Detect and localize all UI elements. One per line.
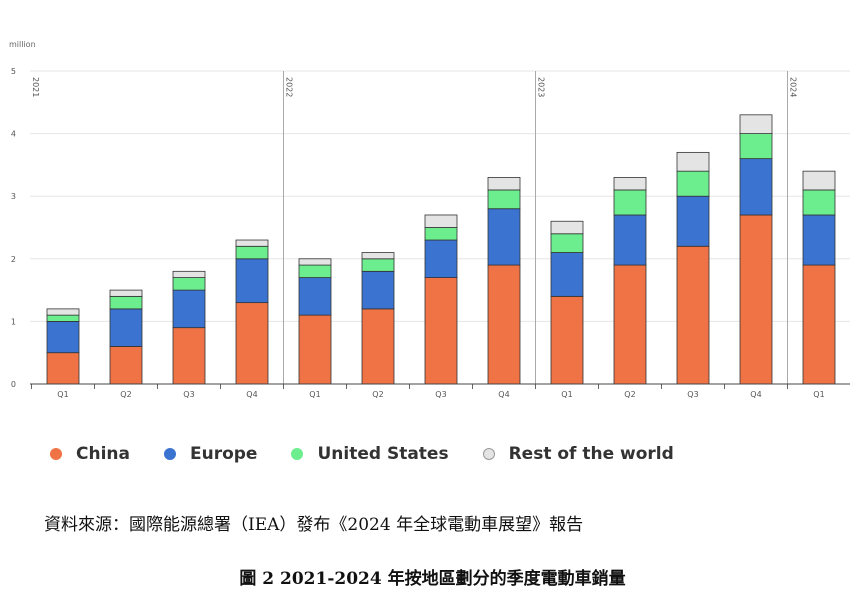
- year-label: 2021: [31, 77, 40, 97]
- bar-rest-of-the-world: [676, 151, 710, 172]
- bar-rest-of-the-world: [172, 270, 206, 278]
- bar-europe: [172, 289, 206, 329]
- bar-united-states: [235, 245, 269, 260]
- legend-item-united-states: United States: [291, 444, 449, 464]
- bar-united-states: [802, 189, 836, 216]
- bar-china: [298, 314, 332, 385]
- x-tick-label: Q1: [561, 390, 572, 399]
- legend-label-europe: Europe: [189, 444, 258, 464]
- bar-rest-of-the-world: [235, 239, 269, 247]
- bar-rest-of-the-world: [550, 220, 584, 235]
- bar-china: [550, 295, 584, 385]
- china-legend-dot-icon: [50, 448, 62, 460]
- bar-china: [487, 264, 521, 385]
- rest-of-world-legend-dot-icon: [482, 448, 495, 460]
- bar-europe: [613, 214, 647, 266]
- x-tick-label: Q4: [750, 390, 761, 399]
- year-label: 2022: [285, 77, 294, 97]
- bar-rest-of-the-world: [46, 308, 80, 316]
- bar-united-states: [172, 277, 206, 291]
- x-tick-label: Q1: [57, 390, 68, 399]
- unit-label: million: [9, 40, 36, 49]
- x-tick-label: Q2: [624, 390, 635, 399]
- bar-united-states: [487, 189, 521, 210]
- legend-label-united-states: United States: [317, 444, 449, 464]
- year-label: 2024: [789, 77, 798, 97]
- bar-china: [424, 277, 458, 385]
- source-text: 資料來源：國際能源總署（IEA）發布《2024 年全球電動車展望》報告: [44, 515, 584, 535]
- bar-rest-of-the-world: [424, 214, 458, 228]
- bar-rest-of-the-world: [613, 177, 647, 191]
- bar-europe: [361, 270, 395, 310]
- bar-rest-of-the-world: [109, 289, 143, 297]
- stacked-bar-chart: 0 1 2 3 4 5 2021 2022 2023 2024 Q1 Q2 Q3 Q4 Q1 Q2 Q3 Q4 Q1…: [11, 67, 850, 399]
- bar-united-states: [739, 133, 773, 160]
- y-tick-label: 0: [11, 380, 16, 389]
- bar-china: [109, 346, 143, 385]
- bar-united-states: [46, 314, 80, 322]
- x-tick-label: Q3: [435, 390, 446, 399]
- legend-item-europe: Europe: [163, 444, 258, 464]
- y-tick-label: 3: [11, 192, 16, 201]
- y-tick-label: 4: [11, 130, 16, 139]
- bar-china: [172, 327, 206, 385]
- bar-europe: [487, 208, 521, 266]
- legend-label-china: China: [76, 444, 130, 464]
- bar-europe: [235, 258, 269, 304]
- bar-europe: [46, 320, 80, 354]
- x-tick-label: Q1: [813, 390, 824, 399]
- bar-united-states: [109, 295, 143, 310]
- x-tick-label: Q1: [309, 390, 320, 399]
- bar-europe: [298, 277, 332, 316]
- bar-europe: [676, 195, 710, 247]
- bar-china: [802, 264, 836, 385]
- europe-legend-dot-icon: [163, 448, 176, 460]
- legend: China Europe United States Rest of the w…: [50, 444, 708, 464]
- bar-rest-of-the-world: [298, 258, 332, 266]
- bar-united-states: [613, 189, 647, 216]
- bar-united-states: [550, 233, 584, 253]
- bar-china: [235, 302, 269, 385]
- bar-china: [361, 308, 395, 385]
- legend-item-rest-of-world: Rest of the world: [482, 444, 674, 464]
- bar-united-states: [676, 170, 710, 197]
- bar-rest-of-the-world: [361, 252, 395, 260]
- x-tick-label: Q3: [183, 390, 194, 399]
- bar-europe: [739, 158, 773, 216]
- bar-united-states: [361, 258, 395, 272]
- y-tick-label: 2: [11, 255, 16, 264]
- bar-china: [739, 214, 773, 385]
- y-tick-label: 1: [11, 317, 16, 326]
- bar-china: [613, 264, 647, 385]
- bar-europe: [802, 214, 836, 266]
- bar-europe: [109, 308, 143, 347]
- bar-united-states: [424, 227, 458, 241]
- x-tick-label: Q2: [120, 390, 131, 399]
- bar-united-states: [298, 264, 332, 278]
- bar-rest-of-the-world: [487, 177, 521, 191]
- figure-caption: 圖 2 2021-2024 年按地區劃分的季度電動車銷量: [239, 569, 626, 589]
- legend-label-rest-of-world: Rest of the world: [508, 444, 674, 464]
- x-tick-label: Q4: [246, 390, 257, 399]
- bar-europe: [424, 239, 458, 278]
- x-tick-label: Q4: [498, 390, 509, 399]
- x-tick-label: Q3: [687, 390, 698, 399]
- legend-item-china: China: [50, 444, 130, 464]
- united-states-legend-dot-icon: [291, 448, 304, 460]
- bar-rest-of-the-world: [739, 114, 773, 135]
- bar-rest-of-the-world: [802, 170, 836, 191]
- bar-china: [46, 352, 80, 385]
- y-tick-label: 5: [11, 67, 16, 76]
- bar-europe: [550, 252, 584, 297]
- year-label: 2023: [537, 77, 546, 97]
- x-tick-label: Q2: [372, 390, 383, 399]
- bar-china: [676, 245, 710, 385]
